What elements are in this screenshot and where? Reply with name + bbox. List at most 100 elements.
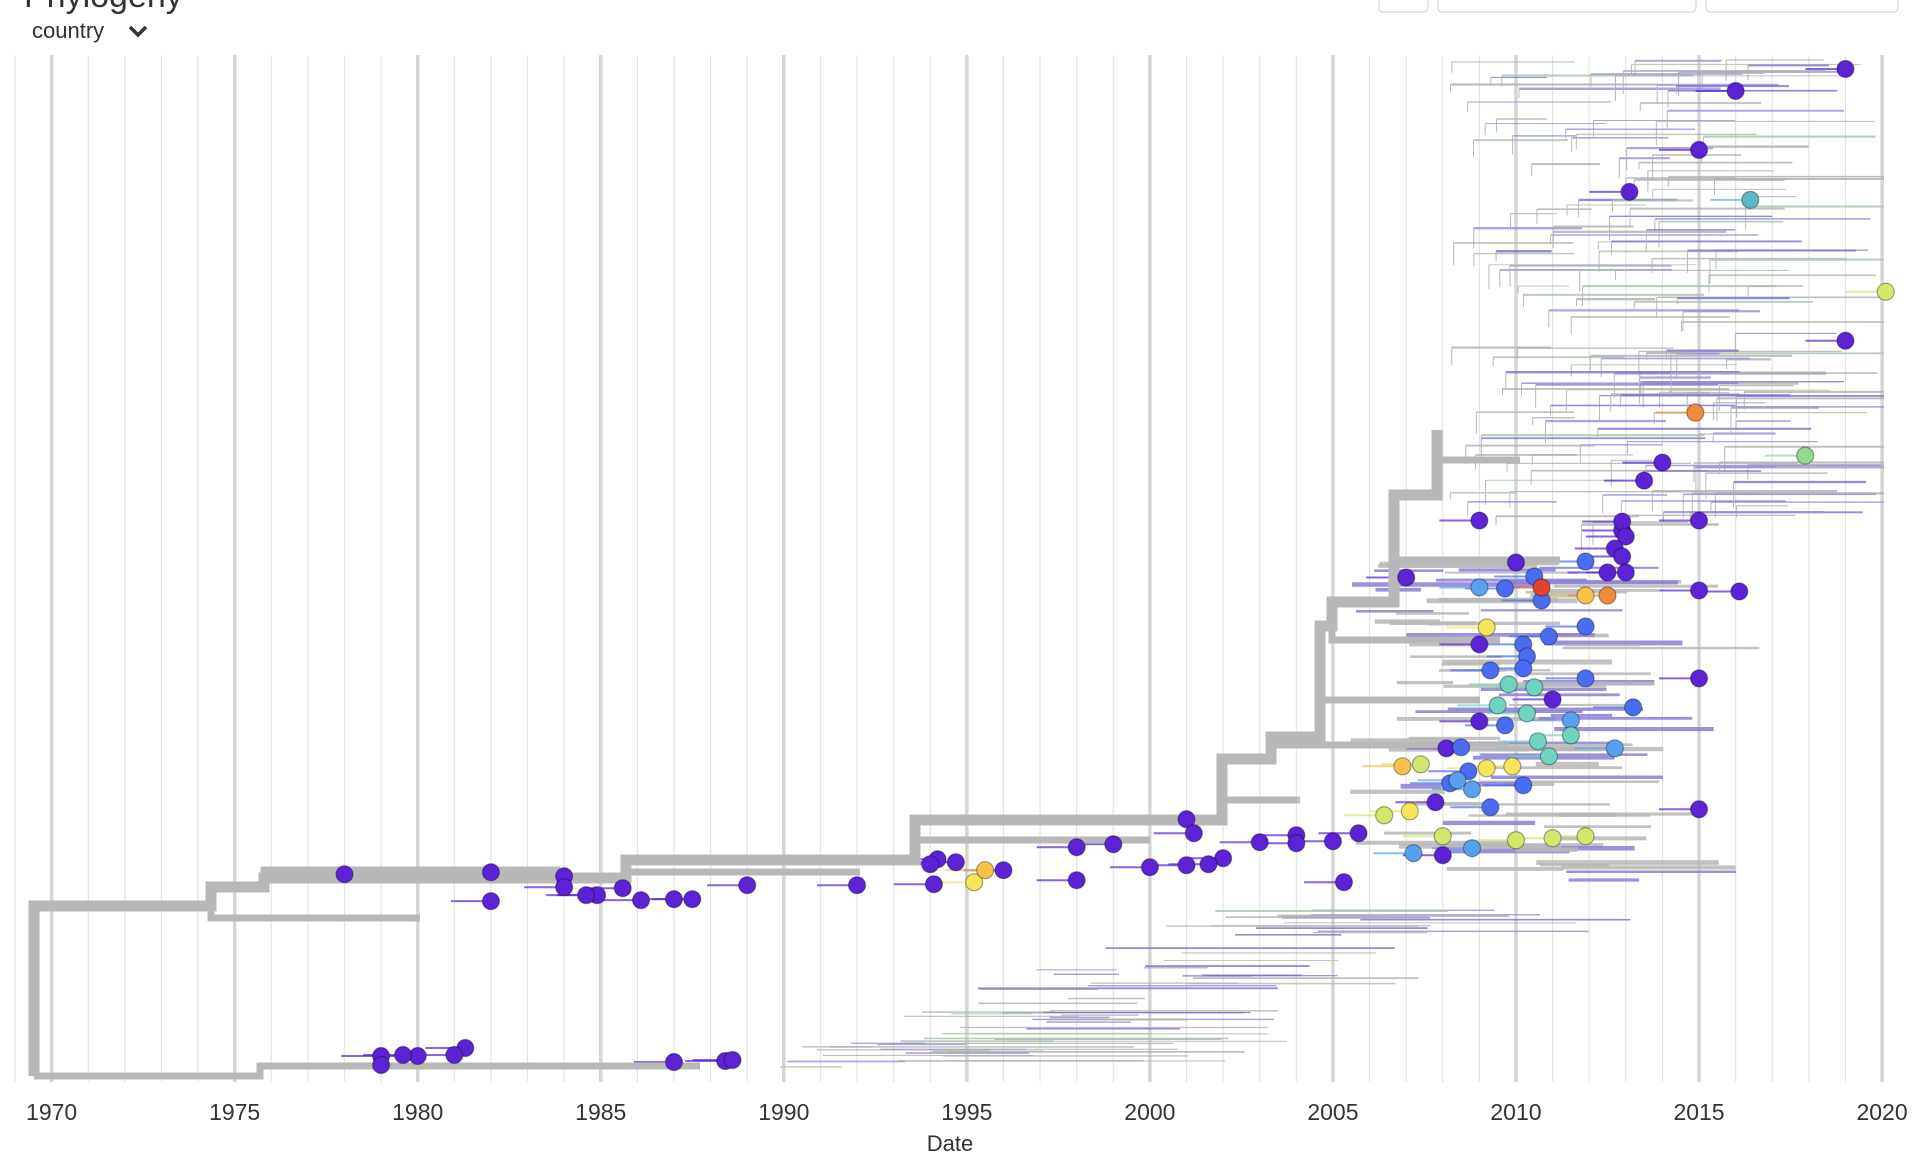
- dropdown-chevron[interactable]: [128, 25, 148, 38]
- tip: [1470, 635, 1489, 654]
- tip: [1539, 627, 1559, 646]
- tip: [1462, 780, 1482, 799]
- tip: [1836, 59, 1855, 79]
- tip: [1726, 81, 1745, 101]
- tip: [393, 1045, 413, 1065]
- tip: [1532, 578, 1551, 597]
- tip: [664, 1052, 684, 1072]
- x-tick-label: 1970: [26, 1099, 77, 1125]
- tip: [1689, 800, 1709, 819]
- tip: [946, 853, 965, 872]
- tip: [1448, 771, 1467, 790]
- tip: [1140, 858, 1159, 877]
- panel-title: Phylogeny: [24, 0, 183, 15]
- tip: [1477, 618, 1496, 637]
- tip: [1495, 579, 1515, 598]
- x-tick-label: 2005: [1307, 1099, 1358, 1125]
- tip: [1470, 712, 1489, 731]
- tip: [1499, 675, 1518, 694]
- x-tick-label: 1990: [758, 1099, 809, 1125]
- tip: [1836, 331, 1855, 350]
- tip: [1616, 563, 1635, 582]
- tip: [1613, 512, 1632, 531]
- tip: [1514, 659, 1533, 678]
- tip: [1543, 829, 1562, 848]
- tips: [335, 59, 1895, 1075]
- tip: [1514, 776, 1533, 795]
- tip: [1199, 855, 1218, 874]
- x-tick-label: 1995: [941, 1099, 992, 1125]
- tip: [1375, 806, 1394, 825]
- tip: [1393, 757, 1412, 776]
- tip: [1689, 140, 1709, 160]
- toolbar-button[interactable]: [1437, 0, 1697, 13]
- color-by-select[interactable]: country: [32, 18, 104, 43]
- tip: [1730, 582, 1749, 601]
- tip: [1613, 547, 1632, 566]
- tip: [1488, 696, 1507, 715]
- tip: [1334, 873, 1354, 892]
- x-tick-label: 1975: [209, 1099, 260, 1125]
- tip: [1433, 827, 1452, 846]
- tip: [1349, 824, 1368, 843]
- toolbar: [1378, 0, 1899, 13]
- tip: [1576, 617, 1595, 636]
- tip: [1616, 527, 1635, 546]
- tip: [1495, 716, 1515, 735]
- tip: [847, 876, 867, 895]
- tip: [1477, 759, 1496, 778]
- grid: [14, 55, 1884, 1082]
- tip: [1481, 661, 1500, 680]
- tip: [994, 861, 1013, 880]
- x-axis-label: Date: [927, 1131, 973, 1154]
- tip: [1539, 747, 1559, 766]
- tip: [683, 890, 702, 909]
- tip: [1561, 726, 1580, 745]
- tip: [1876, 282, 1895, 301]
- tip: [1250, 833, 1269, 852]
- tip: [976, 861, 995, 880]
- tip: [1741, 190, 1760, 209]
- tip: [481, 892, 501, 911]
- tip: [1067, 871, 1086, 890]
- tip: [1689, 511, 1709, 530]
- tip: [664, 890, 684, 909]
- tip: [924, 875, 943, 894]
- tip: [555, 878, 574, 897]
- tip: [1177, 856, 1196, 875]
- tip: [1470, 578, 1489, 597]
- tip: [1686, 403, 1705, 422]
- tip: [1462, 839, 1482, 858]
- x-tick-label: 1985: [575, 1099, 626, 1125]
- tree-branches: [304, 59, 1886, 1068]
- tip: [1635, 471, 1654, 490]
- tree-branch: [34, 430, 1560, 1080]
- tip: [613, 879, 632, 898]
- tip: [1184, 824, 1203, 843]
- x-tick-label: 2000: [1124, 1099, 1175, 1125]
- tip: [1287, 834, 1306, 853]
- tip: [1598, 586, 1617, 605]
- tip: [1323, 832, 1343, 851]
- tip: [481, 863, 501, 882]
- x-tick-label: 1980: [392, 1099, 443, 1125]
- tip: [1576, 586, 1595, 605]
- tip: [1506, 831, 1526, 850]
- tip: [1605, 739, 1624, 758]
- tip: [1576, 552, 1595, 571]
- tip: [1214, 849, 1233, 868]
- tip: [1104, 835, 1123, 854]
- tip: [445, 1045, 464, 1065]
- tip: [1576, 827, 1595, 846]
- toolbar-button[interactable]: [1705, 0, 1899, 13]
- tip: [921, 855, 940, 874]
- x-tick-label: 2015: [1673, 1099, 1724, 1125]
- tip: [1503, 757, 1522, 776]
- tip: [1624, 698, 1643, 717]
- tip: [1543, 690, 1562, 709]
- toolbar-button[interactable]: [1378, 0, 1429, 13]
- tip: [1528, 732, 1548, 751]
- tip: [965, 873, 984, 892]
- tip: [631, 891, 651, 910]
